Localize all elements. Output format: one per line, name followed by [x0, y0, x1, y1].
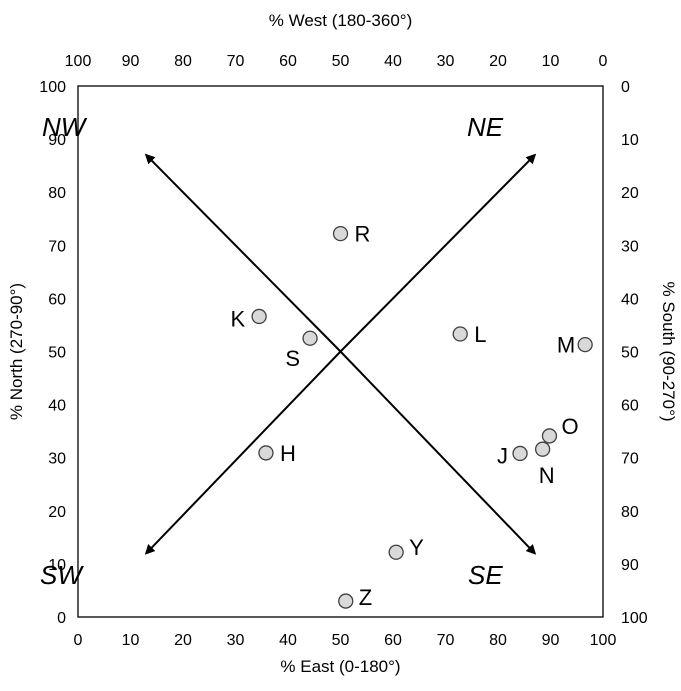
- corner-label-se: SE: [468, 560, 503, 590]
- right-tick-label: 50: [621, 345, 639, 362]
- top-tick-label: 50: [332, 53, 350, 70]
- arrow-ne: [339, 153, 537, 353]
- x-tick-label: 80: [489, 632, 507, 649]
- x-tick-label: 0: [74, 632, 83, 649]
- right-tick-label: 0: [621, 79, 630, 96]
- data-point-label-o: O: [561, 414, 578, 439]
- top-tick-label: 80: [174, 53, 192, 70]
- right-tick-label: 60: [621, 398, 639, 415]
- data-point-label-y: Y: [409, 535, 424, 560]
- x-tick-label: 90: [542, 632, 560, 649]
- x-tick-label: 10: [122, 632, 140, 649]
- y-tick-label: 100: [39, 79, 66, 96]
- top-tick-label: 30: [437, 53, 455, 70]
- right-tick-label: 40: [621, 291, 639, 308]
- top-axis-title: % West (180-360°): [269, 11, 413, 30]
- y-tick-label: 0: [57, 610, 66, 627]
- data-point-label-z: Z: [359, 585, 372, 610]
- data-point-n: [534, 441, 551, 457]
- y-tick-label: 10: [48, 557, 66, 574]
- right-tick-label: 10: [621, 132, 639, 149]
- top-tick-label: 40: [384, 53, 402, 70]
- data-point-l: [452, 326, 468, 342]
- right-tick-label: 30: [621, 238, 639, 255]
- corner-label-nw: NW: [42, 112, 88, 142]
- x-tick-label: 70: [437, 632, 455, 649]
- arrow-nw: [144, 153, 342, 353]
- top-tick-label: 90: [122, 53, 140, 70]
- plot-frame: [77, 85, 604, 618]
- data-point-y: [388, 544, 404, 560]
- data-point-h: [258, 445, 274, 461]
- y-tick-label: 40: [48, 398, 66, 415]
- data-point-o: [541, 428, 558, 444]
- data-point-label-n: N: [539, 463, 555, 488]
- x-axis-title: % East (0-180°): [280, 657, 400, 676]
- data-point-j: [512, 445, 528, 462]
- corner-label-sw: SW: [40, 560, 84, 590]
- right-tick-label: 20: [621, 185, 639, 202]
- data-point-z: [338, 593, 354, 609]
- y-tick-label: 30: [48, 451, 66, 468]
- data-point-label-r: R: [355, 222, 371, 247]
- top-tick-label: 100: [65, 53, 92, 70]
- top-tick-label: 10: [542, 53, 560, 70]
- top-tick-label: 20: [489, 53, 507, 70]
- x-tick-label: 40: [279, 632, 297, 649]
- x-tick-label: 60: [384, 632, 402, 649]
- right-axis-title: % South (90-270°): [659, 281, 678, 421]
- data-point-s: [302, 330, 318, 346]
- arrow-sw: [144, 350, 342, 555]
- data-point-label-h: H: [280, 441, 296, 466]
- y-tick-label: 80: [48, 185, 66, 202]
- data-point-m: [577, 336, 593, 353]
- top-tick-label: 60: [279, 53, 297, 70]
- x-tick-label: 50: [332, 632, 350, 649]
- data-point-r: [332, 225, 349, 242]
- data-point-label-j: J: [497, 443, 508, 468]
- x-tick-label: 30: [227, 632, 245, 649]
- y-axis-title: % North (270-90°): [7, 283, 26, 420]
- right-tick-label: 70: [621, 451, 639, 468]
- top-tick-label: 0: [599, 53, 608, 70]
- y-tick-label: 20: [48, 504, 66, 521]
- right-tick-label: 80: [621, 504, 639, 521]
- y-tick-label: 70: [48, 238, 66, 255]
- right-tick-label: 90: [621, 557, 639, 574]
- right-tick-label: 100: [621, 610, 648, 627]
- data-point-label-k: K: [230, 306, 245, 331]
- y-tick-label: 60: [48, 291, 66, 308]
- y-tick-label: 50: [48, 345, 66, 362]
- data-point-label-l: L: [474, 322, 486, 347]
- data-point-k: [251, 308, 267, 325]
- corner-label-ne: NE: [467, 112, 504, 142]
- data-point-label-s: S: [285, 346, 300, 371]
- x-tick-label: 20: [174, 632, 192, 649]
- top-tick-label: 70: [227, 53, 245, 70]
- arrow-se: [339, 350, 537, 555]
- x-tick-label: 100: [590, 632, 617, 649]
- data-point-label-m: M: [557, 333, 575, 358]
- y-tick-label: 90: [48, 132, 66, 149]
